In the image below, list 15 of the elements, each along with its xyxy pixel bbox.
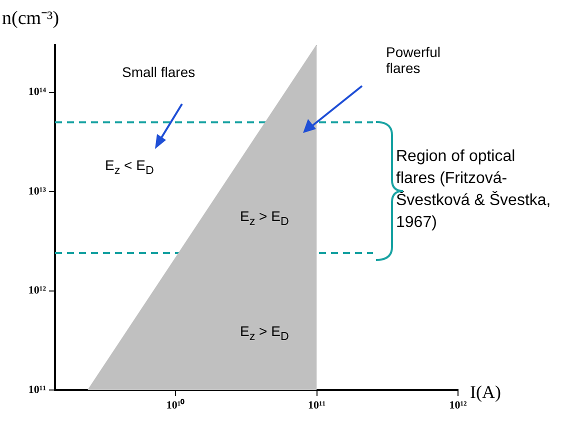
- y-tick-label: 10¹¹: [28, 384, 46, 396]
- annotation: Small flares: [122, 64, 196, 80]
- x-tick-label: 10¹²: [449, 399, 468, 412]
- y-axis-title: n(cm⁻³): [2, 7, 60, 30]
- y-tick-label: 10¹³: [28, 185, 47, 198]
- annotation: Region of optical flares (Fritzová-Švestková & Švestka, 1967): [396, 147, 552, 233]
- annotation: E$_{z}$ < E$_{D}$: [105, 157, 154, 177]
- annotation: E$_{z}$ > E$_{D}$: [240, 323, 289, 343]
- x-tick-label: 10¹¹: [308, 399, 326, 412]
- x-axis-title: I(A): [470, 382, 501, 403]
- annotation: E$_{z}$ > E$_{D}$: [240, 208, 289, 228]
- x-tick-label: 10¹⁰: [166, 398, 185, 412]
- y-tick-label: 10¹²: [28, 284, 47, 297]
- y-tick-label: 10¹⁴: [28, 86, 47, 98]
- annotation: Powerful flares: [386, 44, 442, 76]
